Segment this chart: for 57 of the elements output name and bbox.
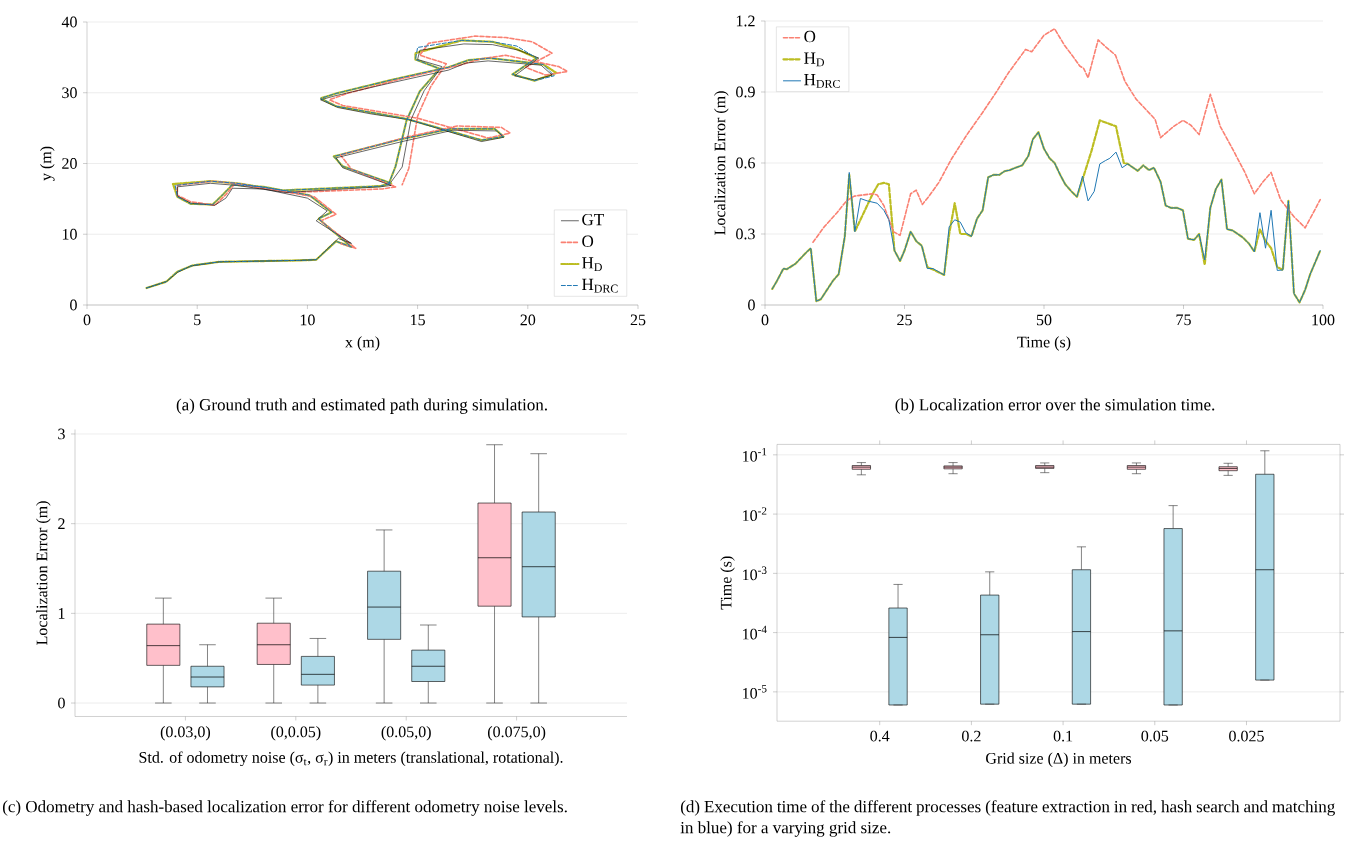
y-tick-label: 30 [62, 87, 77, 99]
text: (b) Localization error over the simulation time. [895, 398, 1215, 414]
y-tick-label: 0.6 [736, 157, 755, 169]
legend-label: GT [582, 213, 604, 226]
y-tick-label: 0 [70, 299, 77, 311]
legend-label: O [804, 30, 816, 43]
x-tick-label: 15 [411, 314, 425, 326]
y-axis-title: Time (s) [720, 556, 735, 610]
y-tick-label: 10$^{-1}$ [743, 447, 767, 462]
text: (d) Execution time of the different processes (feature extraction in red, hash search and matching in blue) for a varying grid size. [680, 800, 1335, 837]
y-tick-label: 20 [62, 158, 77, 169]
y-tick-label: 2 [58, 518, 65, 529]
y-axis-title: y (m) [40, 146, 55, 181]
legend-label: O [582, 235, 594, 248]
y-tick-label: 0.3 [736, 228, 755, 240]
x-tick-label: 0.2 [962, 730, 981, 742]
x-tick-label: 0 [83, 314, 91, 326]
x-tick-label: 50 [1036, 314, 1052, 326]
x-tick-label: 25 [897, 314, 912, 326]
y-tick-label: 3 [58, 428, 65, 440]
y-tick-label: 0.9 [736, 86, 755, 98]
x-tick-label: 25 [630, 314, 646, 326]
x-tick-label: 5 [194, 314, 201, 326]
y-tick-label: 10$^{-3}$ [743, 566, 767, 581]
legend-label: H$_{DRC}$ [582, 278, 618, 293]
x-tick-label: (0.075,0) [487, 726, 546, 741]
y-tick-label: 0 [58, 697, 65, 709]
y-tick-label: 10$^{-5}$ [743, 684, 767, 699]
y-axis-title: Localization Error (m) [36, 501, 51, 645]
x-tick-label: 20 [520, 314, 536, 326]
x-tick-label: (0.05,0) [381, 726, 431, 741]
y-tick-label: 0 [748, 299, 755, 311]
legend-label: H$_{D}$ [582, 257, 602, 271]
x-tick-label: 10 [300, 314, 315, 326]
x-axis-title: Std. of odometry noise (σ$_{t}$, σ$_{r}$) in meters (translational, rotational). [139, 751, 563, 767]
x-axis-title: Grid size (Δ) in meters [986, 752, 1132, 767]
x-tick-label: 100 [1312, 314, 1335, 326]
y-tick-label: 10$^{-2}$ [743, 507, 767, 522]
y-tick-label: 10 [62, 228, 77, 240]
x-axis-title: x (m) [345, 336, 380, 351]
y-tick-label: 10$^{-4}$ [743, 625, 767, 640]
x-tick-label: 0.1 [1053, 730, 1073, 742]
y-tick-label: 40 [61, 16, 77, 28]
x-tick-label: 0.4 [870, 730, 890, 742]
legend-label: H$_{D}$ [804, 52, 825, 67]
text: (c) Odometry and hash-based localization error for different odometry noise levels. [2, 800, 567, 816]
text: (a) Ground truth and estimated path during simulation. [176, 398, 547, 414]
x-axis-title: Time (s) [1017, 336, 1071, 351]
y-axis-title: Localization Error (m) [714, 91, 729, 235]
x-tick-label: (0.03,0) [160, 726, 211, 741]
legend-label: H$_{DRC}$ [804, 74, 840, 88]
x-tick-label: 75 [1176, 314, 1191, 326]
x-tick-label: (0,0.05) [271, 726, 321, 741]
y-tick-label: 1 [58, 608, 65, 619]
x-tick-label: 0.05 [1141, 730, 1169, 742]
y-tick-label: 1.2 [736, 15, 755, 27]
x-tick-label: 0.025 [1229, 730, 1264, 742]
